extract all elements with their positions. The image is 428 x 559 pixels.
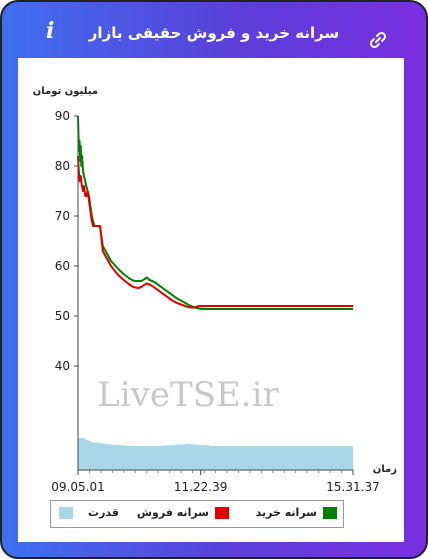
page-title: سرانه خرید و فروش حقیقی بازار: [88, 24, 340, 42]
legend-swatch-buy: [323, 507, 337, 519]
chart-legend: سرانه خرید سرانه فروش قدرت: [50, 500, 344, 528]
legend-item-buy[interactable]: سرانه خرید: [247, 506, 343, 521]
legend-swatch-sell: [215, 507, 229, 519]
info-icon[interactable]: i: [46, 18, 55, 44]
link-icon[interactable]: [368, 30, 388, 50]
x-tick-label: 15.31.37: [326, 480, 379, 494]
watermark-text: LiveTSE.ir: [97, 375, 279, 415]
y-tick-label: 80: [55, 159, 70, 173]
y-tick-label: 90: [55, 109, 70, 123]
legend-label-buy: سرانه خرید: [255, 506, 317, 519]
header: i سرانه خرید و فروش حقیقی بازار: [2, 2, 426, 70]
x-axis-label: زمان: [373, 464, 397, 475]
chart-card: میلیون تومان زمان LiveTSE.ir 40 50 60 70 80 9…: [18, 58, 404, 542]
y-axis-label: میلیون تومان: [33, 86, 98, 97]
series-area-power: [78, 438, 353, 470]
legend-label-sell: سرانه فروش: [136, 506, 209, 519]
legend-item-sell[interactable]: سرانه فروش: [137, 506, 243, 521]
y-tick-label: 40: [55, 359, 70, 373]
y-tick-label: 70: [55, 209, 70, 223]
series-line-sell: [77, 155, 353, 309]
y-tick-label: 60: [55, 259, 70, 273]
x-tick-label: 11.22.39: [174, 480, 227, 494]
legend-swatch-power: [59, 507, 73, 519]
legend-label-power: قدرت: [88, 506, 119, 519]
y-tick-label: 50: [55, 309, 70, 323]
x-tick-label: 09.05.01: [51, 480, 104, 494]
series-line-buy: [77, 115, 353, 310]
legend-item-power[interactable]: قدرت: [55, 506, 145, 521]
chart: میلیون تومان زمان LiveTSE.ir 40 50 60 70 80 9…: [33, 86, 397, 494]
